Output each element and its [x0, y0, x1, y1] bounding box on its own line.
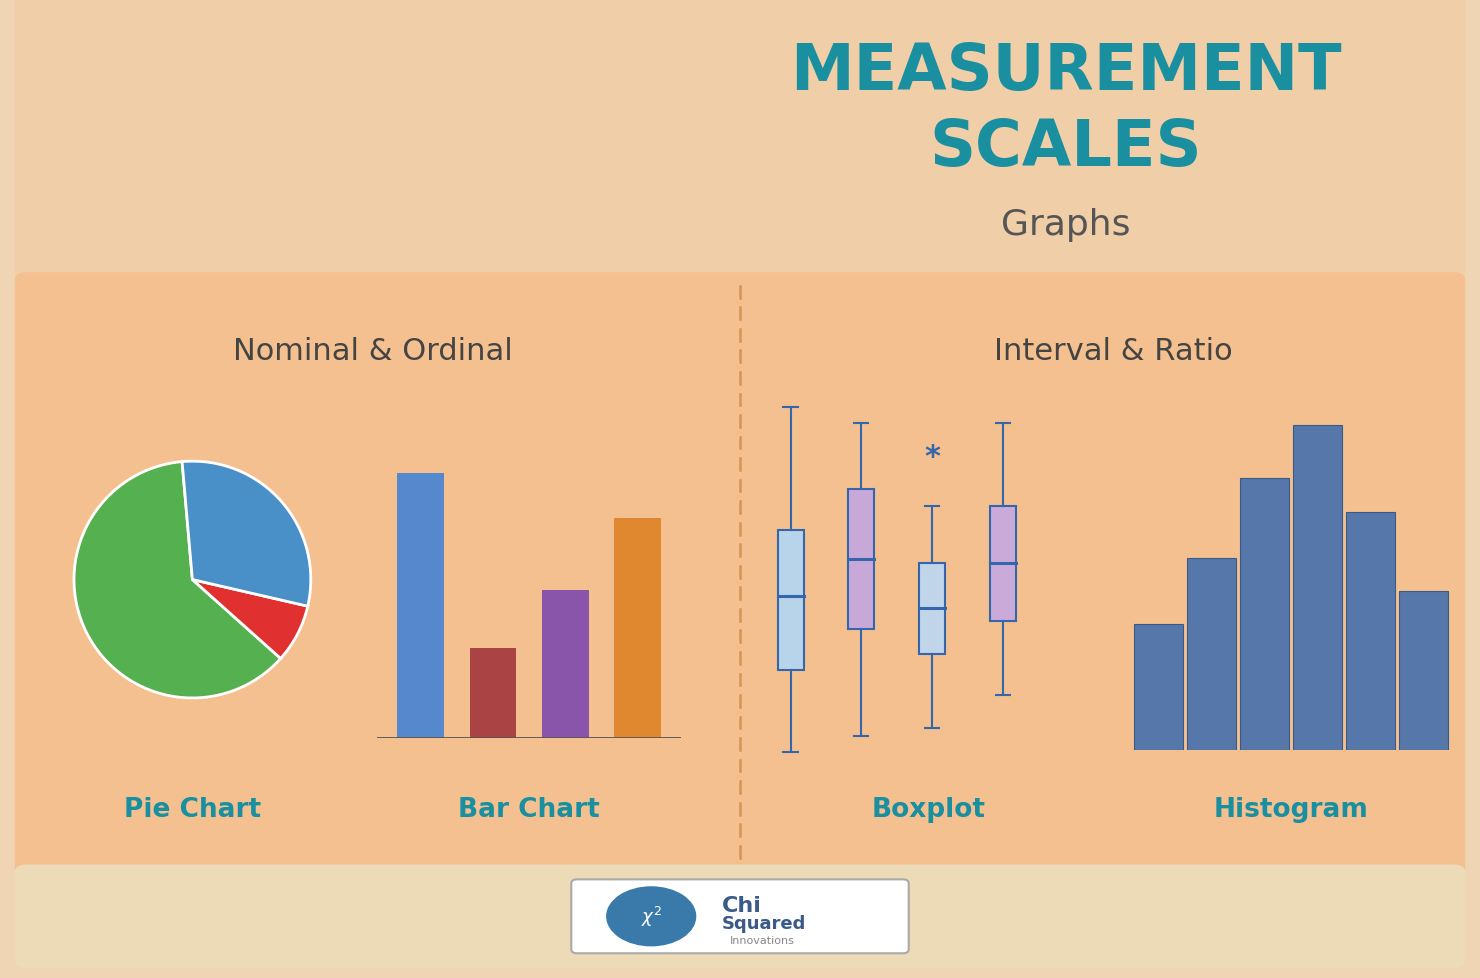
Text: Graphs: Graphs	[1000, 207, 1131, 242]
Text: Histogram: Histogram	[1214, 796, 1369, 822]
Bar	[614, 519, 662, 738]
Text: MEASUREMENT: MEASUREMENT	[790, 41, 1341, 103]
Text: Nominal & Ordinal: Nominal & Ordinal	[232, 336, 514, 366]
Text: Chi: Chi	[722, 895, 762, 915]
Bar	[542, 590, 589, 738]
Bar	[919, 563, 946, 654]
Bar	[1294, 426, 1342, 750]
Bar	[1240, 479, 1289, 750]
FancyBboxPatch shape	[15, 273, 1465, 875]
Text: Pie Chart: Pie Chart	[124, 796, 260, 822]
Wedge shape	[74, 463, 281, 698]
FancyBboxPatch shape	[15, 0, 1465, 284]
FancyBboxPatch shape	[15, 865, 1465, 968]
Text: *: *	[924, 442, 940, 471]
Bar	[1187, 558, 1236, 750]
Bar	[397, 473, 444, 738]
Wedge shape	[192, 580, 308, 659]
Text: Boxplot: Boxplot	[872, 796, 986, 822]
Text: Squared: Squared	[722, 914, 807, 932]
Bar	[848, 490, 875, 629]
Bar	[469, 648, 517, 738]
Text: Interval & Ratio: Interval & Ratio	[993, 336, 1233, 366]
Bar	[1347, 512, 1396, 750]
Bar	[1400, 592, 1449, 750]
Text: Bar Chart: Bar Chart	[459, 796, 599, 822]
Text: SCALES: SCALES	[929, 117, 1202, 179]
Bar	[990, 506, 1015, 621]
Text: Innovations: Innovations	[730, 935, 795, 945]
Bar	[777, 531, 804, 670]
Circle shape	[607, 887, 696, 946]
Bar	[1134, 624, 1183, 750]
FancyBboxPatch shape	[571, 879, 909, 954]
Wedge shape	[182, 462, 311, 606]
Text: $\chi^2$: $\chi^2$	[641, 905, 662, 928]
